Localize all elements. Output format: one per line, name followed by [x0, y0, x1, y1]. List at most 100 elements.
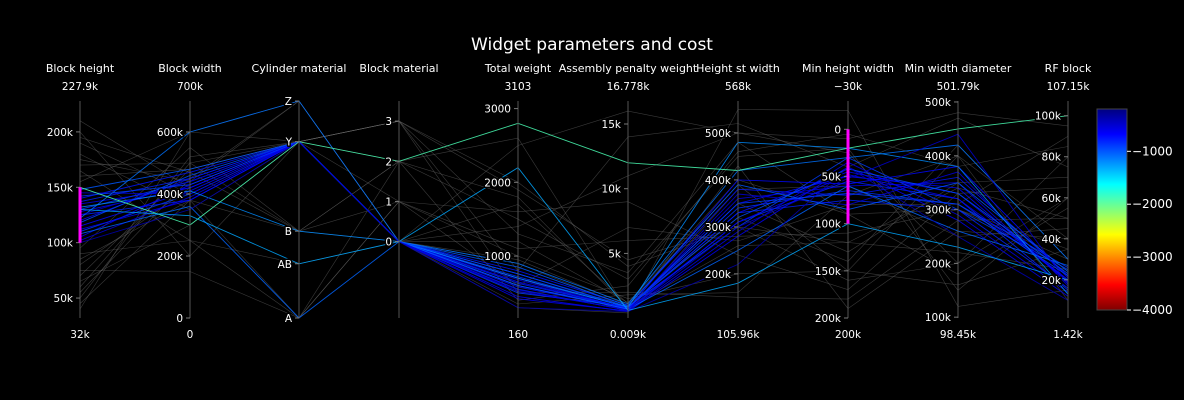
tick-label: AB [278, 259, 292, 271]
tick-label: 150k [47, 182, 74, 194]
data-line [79, 141, 1069, 307]
axis-max-label: 700k [177, 81, 204, 93]
axis-rf_block: RF block 107.15k 1.42k 20k 40k 60k 80k 100k [1033, 62, 1092, 341]
tick-label: 200k [705, 269, 732, 281]
axis-min_height_width: Min height width −30k 200k 0 50k 100k 150k 200k [802, 62, 894, 341]
axis-min-label: 200k [835, 329, 862, 341]
data-line [79, 133, 1069, 301]
tick-label: 1 [385, 196, 392, 208]
tick-label: 1000 [484, 251, 511, 263]
tick-label: 100k [1035, 111, 1062, 123]
data-line [79, 141, 1069, 307]
colorbar-tick-label: −2000 [1132, 197, 1173, 211]
tick-label: 300k [705, 222, 732, 234]
tick-label: 20k [1042, 275, 1062, 287]
tick-label: 0 [176, 313, 183, 325]
axis-title: Block height [46, 62, 115, 75]
tick-label: 3000 [484, 104, 511, 116]
axis-title: Total weight [484, 62, 552, 75]
data-line [79, 199, 1069, 260]
tick-label: 60k [1042, 193, 1062, 205]
axis-block_width: Block width 700k 00 200k 400k 600k [155, 62, 221, 341]
data-line [79, 100, 1069, 305]
tick-label: 3 [385, 116, 392, 128]
data-line [79, 115, 1069, 226]
tick-label: 0 [834, 124, 841, 136]
constraint-range [846, 129, 850, 224]
data-line [79, 141, 1069, 310]
tick-label: 200k [47, 127, 74, 139]
constraint-range [78, 187, 82, 243]
axis-min-label: 160 [508, 329, 528, 341]
data-line [79, 141, 1069, 309]
axis-min-label: 98.45k [940, 329, 977, 341]
axis-title: RF block [1045, 62, 1092, 75]
axis-max-label: −30k [834, 81, 863, 93]
colorbar-tick-label: −4000 [1132, 303, 1173, 317]
tick-label: Z [285, 96, 292, 108]
data-line [79, 141, 1069, 306]
tick-label: 500k [925, 97, 952, 109]
data-line [79, 160, 1069, 319]
tick-label: 50k [54, 293, 74, 305]
tick-label: 5k [608, 248, 622, 260]
colorbar-tick-label: −3000 [1132, 250, 1173, 264]
axis-title: Min height width [802, 62, 894, 75]
axis-title: Block material [359, 62, 438, 75]
tick-label: 100k [47, 238, 74, 250]
axis-total_weight: Total weight 3103 160 1000 2000 3000 [483, 62, 552, 341]
data-line [79, 131, 1069, 305]
tick-label: 40k [1042, 234, 1062, 246]
tick-label: 15k [602, 119, 622, 131]
data-line [79, 141, 1069, 309]
axis-height_st_width: Height st width 568k 105.96k 200k 300k 400k 50… [696, 62, 780, 341]
axis-max-label: 16.778k [607, 81, 651, 93]
tick-label: 2000 [484, 177, 511, 189]
data-line [79, 133, 1069, 311]
data-line [79, 141, 1069, 308]
data-line [79, 141, 1069, 308]
data-line [79, 120, 1069, 299]
tick-label: 100k [815, 219, 842, 231]
axis-title: Height st width [696, 62, 780, 75]
colorbar-bar [1096, 108, 1128, 311]
axis-max-label: 107.15k [1047, 81, 1091, 93]
chart-title: Widget parameters and cost [471, 35, 713, 55]
axis-block_material: Block material 0 1 2 3 [359, 62, 439, 318]
tick-label: 80k [1042, 152, 1062, 164]
axis-min-label: 105.96k [717, 329, 761, 341]
axis-min-label: 32k [70, 329, 90, 341]
tick-label: 100k [925, 312, 952, 324]
data-line [79, 141, 1069, 312]
tick-label: 50k [822, 171, 842, 183]
data-line [79, 147, 1069, 291]
tick-label: 600k [157, 127, 184, 139]
tick-label: 200k [157, 251, 184, 263]
tick-label: 150k [815, 266, 842, 278]
tick-label: Y [285, 137, 293, 149]
axis-min-label: 0 [187, 329, 194, 341]
axis-max-label: 3103 [505, 81, 532, 93]
axis-cylinder_material: Cylinder material A AB B Y Z [252, 62, 347, 327]
axis-min-label: 1.42k [1053, 329, 1083, 341]
data-line [79, 144, 1069, 306]
axis-assembly_penalty_weight: Assembly penalty weight 16.778k 0.009k 5k 10… [559, 62, 698, 341]
axis-max-label: 501.79k [937, 81, 981, 93]
polylines-layer [79, 100, 1069, 319]
tick-label: B [285, 226, 292, 238]
data-line [79, 141, 1069, 313]
tick-label: 10k [602, 184, 622, 196]
axis-title: Cylinder material [252, 62, 347, 75]
tick-label: 400k [705, 175, 732, 187]
tick-label: 400k [925, 151, 952, 163]
tick-label: 400k [157, 189, 184, 201]
tick-label: 200k [925, 258, 952, 270]
tick-label: 0 [385, 237, 392, 249]
tick-label: 500k [705, 128, 732, 140]
tick-label: 2 [385, 156, 392, 168]
data-line [79, 240, 1069, 309]
axis-title: Min width diameter [905, 62, 1012, 75]
tick-label: A [285, 313, 293, 325]
colorbar: −1000 −2000 −3000 −4000 [1096, 108, 1173, 317]
